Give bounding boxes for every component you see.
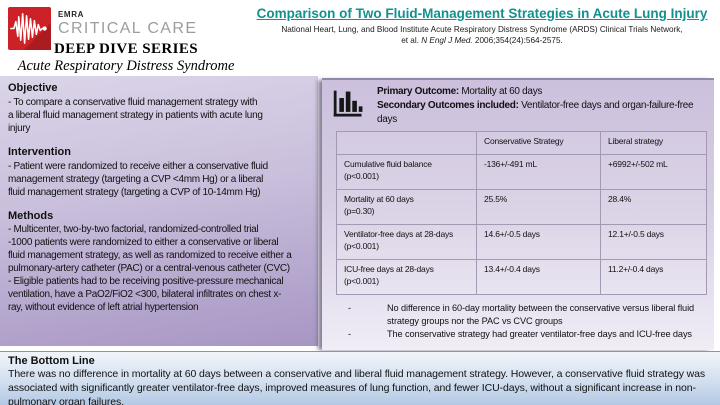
bullet-dash: - [348,303,351,314]
results-table: Conservative Strategy Liberal strategy C… [336,131,707,296]
citation-journal: N Engl J Med. [421,35,473,45]
primary-outcome-label: Primary Outcome: [377,86,459,97]
bar-chart-icon [333,90,363,117]
key-findings: - No difference in 60-day mortality betw… [331,302,705,341]
secondary-outcome-value: Ventilator-free days and organ-failure-f… [377,99,694,125]
slide-header: EMRA CRITICAL CARE DEEP DIVE SERIES Acut… [0,0,720,76]
outcomes-summary: Primary Outcome: Mortality at 60 days Se… [331,85,705,126]
series-title: DEEP DIVE SERIES [54,41,198,57]
finding-text: No difference in 60-day mortality betwee… [387,303,695,327]
section-methods: Methods - Multicenter, two-by-two factor… [8,210,312,315]
table-row: ICU-free days at 28-days (p<0.001) 13.4+/… [336,259,707,296]
col-header-empty [336,131,477,156]
primary-outcome-value: Mortality at 60 days [458,86,543,97]
intervention-heading: Intervention [8,145,71,158]
logo-wordmark: EMRA CRITICAL CARE [58,10,197,38]
results-panel: Primary Outcome: Mortality at 60 days Se… [322,78,714,350]
methods-heading: Methods [8,209,54,222]
logo-brand-name: CRITICAL CARE [58,20,198,37]
series-block: DEEP DIVE SERIES Acute Respiratory Distr… [0,41,252,75]
bottom-line-heading: The Bottom Line [8,355,95,367]
conservative-value-cell: 13.4+/-0.4 days [476,259,601,296]
table-row: Ventilator-free days at 28-days (p<0.001)… [336,224,707,261]
table-row: Mortality at 60 days (p=0.30) 25.5% 28.4% [336,189,707,226]
finding-item: - The conservative strategy had greater … [348,328,705,341]
title-block: Comparison of Two Fluid-Management Strat… [250,6,714,46]
logo-org-name: EMRA [58,10,84,19]
bullet-dash: - [348,329,351,340]
methods-body: - Multicenter, two-by-two factorial, ran… [8,224,292,314]
secondary-outcome-label: Secondary Outcomes included: [377,99,519,111]
conservative-value-cell: -136+/-491 mL [476,154,601,191]
liberal-value-cell: 28.4% [600,189,707,226]
intervention-body: - Patient were randomized to receive eit… [8,160,268,198]
row-label-cell: Mortality at 60 days (p=0.30) [336,189,477,226]
citation: National Heart, Lung, and Blood Institut… [250,25,714,46]
bottom-line-panel: The Bottom Line There was no difference … [0,351,720,405]
finding-item: - No difference in 60-day mortality betw… [348,302,705,328]
objective-heading: Objective [8,82,58,94]
table-row: Cumulative fluid balance (p<0.001) -136+/… [336,154,707,191]
series-subtitle: Acute Respiratory Distress Syndrome [17,58,235,74]
col-header-conservative: Conservative Strategy [476,131,601,156]
liberal-value-cell: 12.1+/-0.5 days [600,224,707,261]
finding-text: The conservative strategy had greater ve… [387,329,692,340]
study-design-panel: Objective - To compare a conservative fl… [0,76,318,346]
conservative-value-cell: 14.6+/-0.5 days [476,224,601,261]
citation-line1: National Heart, Lung, and Blood Institut… [281,24,683,34]
liberal-value-cell: 11.2+/-0.4 days [600,259,707,296]
conservative-value-cell: 25.5% [476,189,601,226]
row-label-cell: Ventilator-free days at 28-days (p<0.001) [336,224,477,261]
section-intervention: Intervention - Patient were randomized t… [8,146,312,199]
outcomes-text: Primary Outcome: Mortality at 60 days Se… [377,85,705,126]
citation-line2: et al. N Engl J Med. 2006;354(24):564-25… [401,35,563,45]
study-title-link[interactable]: Comparison of Two Fluid-Management Strat… [256,6,708,21]
liberal-value-cell: +6992+/-502 mL [600,154,707,191]
col-header-liberal: Liberal strategy [600,131,707,156]
row-label-cell: ICU-free days at 28-days (p<0.001) [336,259,477,296]
objective-body: - To compare a conservative fluid manage… [8,96,263,134]
table-header-row: Conservative Strategy Liberal strategy [336,131,707,156]
section-objective: Objective - To compare a conservative fl… [8,82,312,135]
bottom-line-text: There was no difference in mortality at … [8,368,706,405]
row-label-cell: Cumulative fluid balance (p<0.001) [336,154,477,191]
emra-waveform-icon [8,7,51,50]
